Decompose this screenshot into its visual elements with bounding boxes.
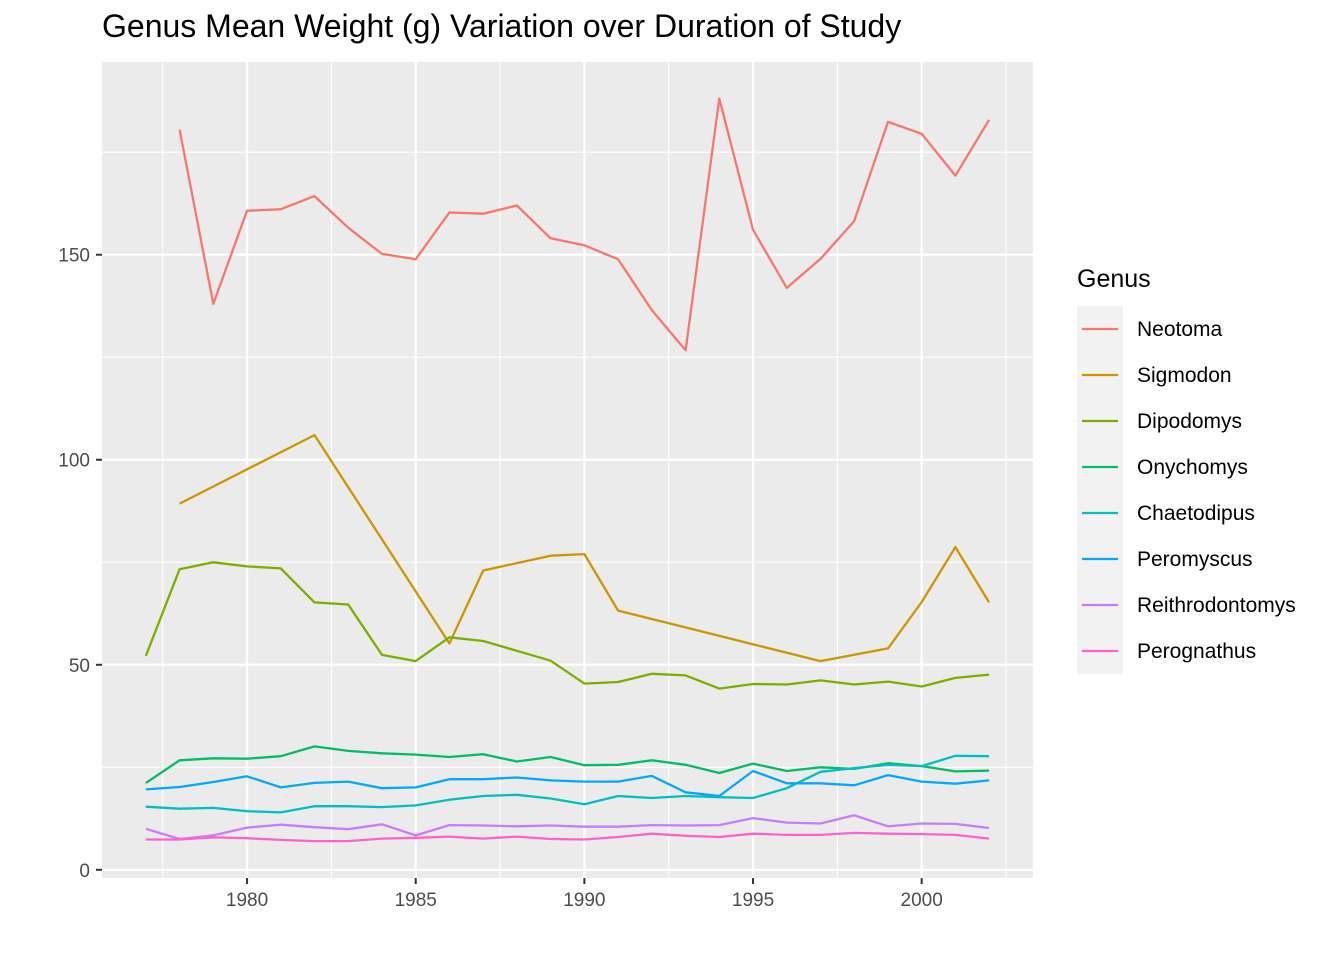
legend-label-sigmodon: Sigmodon <box>1137 364 1232 387</box>
plot-panel <box>102 62 1033 878</box>
legend-label-dipodomys: Dipodomys <box>1137 410 1242 433</box>
x-tick-label: 1985 <box>395 890 437 911</box>
legend: Genus Neotoma Sigmodon Dipodomys Onychomys C… <box>1077 265 1296 674</box>
legend-label-perognathus: Perognathus <box>1137 640 1256 663</box>
series-line-reithrodontomys <box>145 814 990 841</box>
series-lines <box>144 97 991 843</box>
legend-label-reithrodontomys: Reithrodontomys <box>1137 594 1296 617</box>
legend-label-onychomys: Onychomys <box>1137 456 1248 479</box>
axis-ticks <box>96 253 923 884</box>
x-tick-label: 1980 <box>226 890 268 911</box>
legend-items: Neotoma Sigmodon Dipodomys Onychomys Chaetod… <box>1082 318 1296 663</box>
y-tick-label: 0 <box>79 861 90 882</box>
legend-label-chaetodipus: Chaetodipus <box>1137 502 1255 525</box>
legend-label-neotoma: Neotoma <box>1137 318 1223 341</box>
chart-title: Genus Mean Weight (g) Variation over Dur… <box>102 8 902 44</box>
legend-label-peromyscus: Peromyscus <box>1137 548 1253 571</box>
y-tick-label: 100 <box>58 451 90 472</box>
series-line-neotoma <box>178 97 991 352</box>
legend-title: Genus <box>1077 265 1151 293</box>
y-axis-tick-labels: 0 50 100 150 <box>58 246 90 882</box>
series-line-perognathus <box>145 831 990 843</box>
x-tick-label: 1995 <box>732 890 774 911</box>
series-line-peromyscus <box>145 769 990 798</box>
x-tick-label: 2000 <box>901 890 943 911</box>
legend-keys-background <box>1077 306 1123 674</box>
series-line-dipodomys <box>144 561 990 690</box>
x-axis-tick-labels: 1980 1985 1990 1995 2000 <box>226 890 943 911</box>
series-line-sigmodon <box>179 433 991 663</box>
y-tick-label: 150 <box>58 246 90 267</box>
x-tick-label: 1990 <box>563 890 605 911</box>
y-tick-label: 50 <box>69 656 90 677</box>
series-line-chaetodipus <box>145 754 990 814</box>
